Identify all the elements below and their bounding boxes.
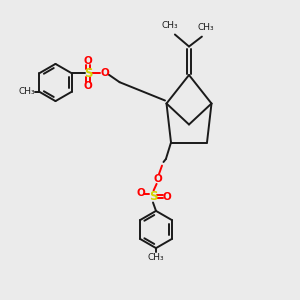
Text: O: O: [84, 56, 92, 66]
Text: O: O: [153, 173, 162, 184]
Text: CH₃: CH₃: [197, 23, 214, 32]
Text: S: S: [149, 190, 157, 203]
Text: O: O: [84, 81, 92, 91]
Text: O: O: [136, 188, 145, 199]
Text: O: O: [100, 68, 109, 78]
Text: S: S: [84, 67, 92, 80]
Text: CH₃: CH₃: [148, 254, 164, 262]
Text: CH₃: CH₃: [18, 87, 35, 96]
Text: CH₃: CH₃: [161, 21, 178, 30]
Text: O: O: [162, 191, 171, 202]
